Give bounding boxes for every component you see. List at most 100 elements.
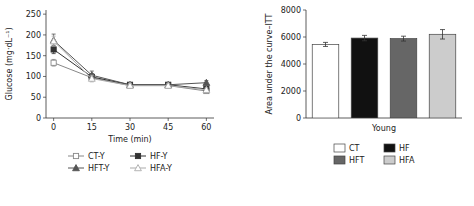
x-tick-label: 15: [87, 123, 97, 132]
y-tick-label: 4000: [281, 60, 301, 69]
point: [127, 81, 134, 87]
point: [127, 82, 132, 87]
legend-item: HFA: [384, 156, 415, 165]
y-tick-label: 100: [26, 72, 41, 81]
x-tick: [130, 118, 131, 121]
chart: 0 50 100 150 200 250 Glucose (mg·dL⁻¹) 0 15 30 45 6…: [0, 0, 474, 206]
error-stem: [364, 35, 365, 40]
series-line: [54, 41, 207, 90]
legend-swatch: [384, 156, 395, 164]
y-tick-label: 8000: [281, 6, 301, 15]
y-tick: [303, 91, 306, 92]
y-tick: [303, 37, 306, 38]
y-tick: [303, 64, 306, 65]
error-cap: [401, 36, 406, 37]
legend-label: CT-Y: [88, 152, 105, 161]
legend-marker: [135, 153, 140, 158]
legend-item: CT: [334, 144, 360, 153]
error-cap: [52, 36, 56, 37]
y-axis-label: Area under the curve–ITT: [265, 13, 274, 114]
legend-label: HFT-Y: [88, 164, 110, 173]
point: [203, 86, 210, 92]
point: [50, 37, 57, 43]
error-cap: [323, 42, 328, 43]
point: [127, 82, 134, 88]
y-axis-label: Glucose (mg·dL⁻¹): [5, 27, 14, 100]
error-stem: [325, 42, 326, 46]
error-cap: [52, 53, 56, 54]
x-tick: [53, 118, 54, 121]
point: [204, 86, 209, 91]
error-bar: [440, 30, 445, 39]
y-tick-label: 6000: [281, 33, 301, 42]
bar: [429, 34, 456, 118]
x-axis-label: Time (min): [107, 135, 151, 144]
y-tick-label: 250: [26, 10, 41, 19]
error-cap: [52, 46, 56, 47]
error-bar: [323, 42, 328, 46]
plot-area: [50, 34, 210, 94]
legend-label: HFA: [399, 156, 415, 165]
error-bar: [52, 45, 56, 53]
legend-label: HF-Y: [150, 152, 168, 161]
error-cap: [440, 39, 445, 40]
y-tick-label: 50: [31, 93, 41, 102]
x-tick: [168, 118, 169, 121]
error-cap: [362, 40, 367, 41]
x-tick: [91, 118, 92, 121]
legend-marker: [135, 165, 142, 171]
bar: [351, 38, 378, 118]
error-cap: [52, 34, 56, 35]
error-stem: [403, 36, 404, 41]
y-tick-label: 0: [36, 114, 41, 123]
error-bar: [401, 36, 406, 41]
y-tick-label: 0: [296, 114, 301, 123]
x-tick-label: 0: [51, 123, 56, 132]
y-tick-label: 150: [26, 52, 41, 61]
point: [50, 38, 57, 44]
error-cap: [362, 35, 367, 36]
x-tick-label: 45: [163, 123, 173, 132]
error-cap: [52, 46, 56, 47]
legend-item: HF: [384, 144, 410, 153]
legend-item: HFT-Y: [68, 164, 110, 173]
y-tick: [43, 76, 46, 77]
point: [165, 81, 172, 87]
error-stem: [442, 30, 443, 39]
error-cap: [323, 46, 328, 47]
legend-item: HF-Y: [130, 152, 168, 161]
legend-swatch: [334, 144, 345, 152]
legend-item: HFA-Y: [130, 164, 172, 173]
legend-label: HFT: [349, 156, 364, 165]
plot-area: [312, 30, 456, 118]
legend-marker: [73, 153, 78, 158]
error-cap: [401, 41, 406, 42]
legend-swatch: [384, 144, 395, 152]
error-bar: [362, 35, 367, 40]
legend-label: HF: [399, 144, 410, 153]
series-line: [54, 49, 207, 88]
point: [51, 60, 56, 65]
legend-swatch: [334, 156, 345, 164]
x-tick: [206, 118, 207, 121]
legend-marker: [73, 165, 80, 171]
point: [165, 82, 172, 88]
point: [127, 83, 132, 88]
x-tick-label: 30: [125, 123, 135, 132]
x-tick-label: 60: [201, 123, 211, 132]
error-bar: [52, 59, 56, 66]
y-tick: [43, 14, 46, 15]
series-line: [54, 40, 207, 84]
point: [203, 79, 210, 85]
x-axis-label: Young: [371, 124, 396, 133]
y-axis-line: [46, 10, 47, 118]
legend-label: HFA-Y: [150, 164, 172, 173]
y-tick: [43, 118, 46, 119]
bar: [390, 39, 417, 118]
point: [166, 83, 171, 88]
y-tick-label: 200: [26, 31, 41, 40]
legend-item: CT-Y: [68, 152, 105, 161]
point: [88, 75, 95, 81]
bar: [312, 44, 339, 118]
legend-label: CT: [349, 144, 360, 153]
